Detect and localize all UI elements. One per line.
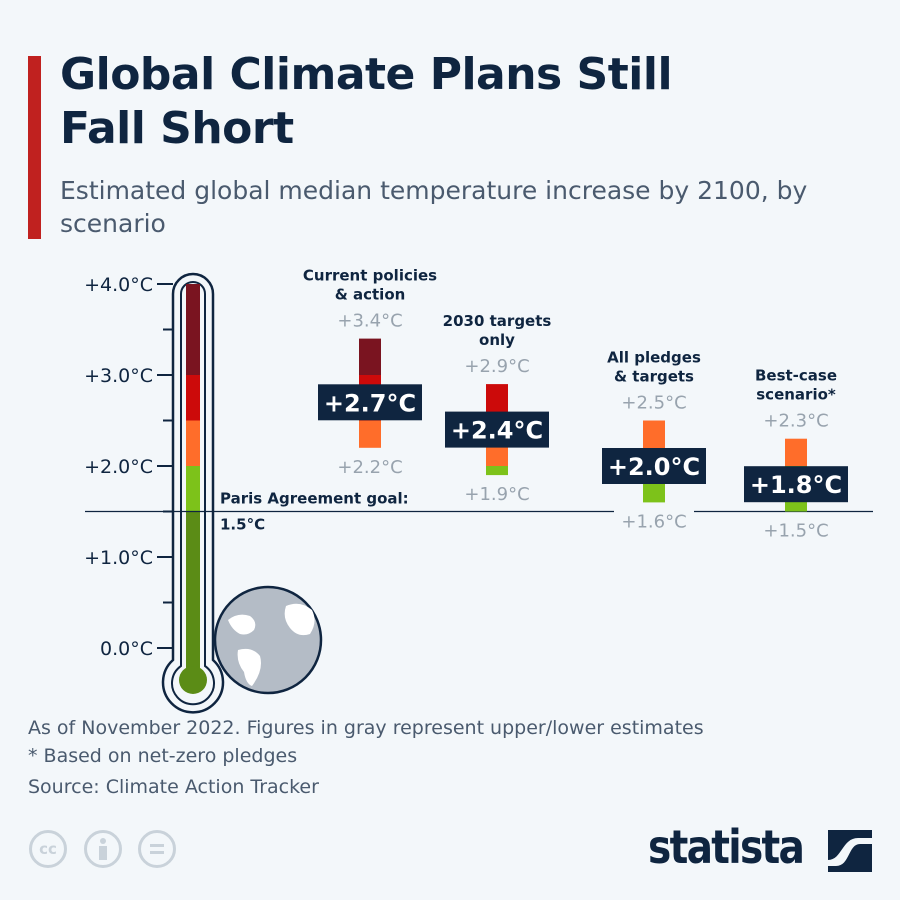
- median-label: +2.7°C: [324, 389, 416, 417]
- thermometer-segment: [186, 284, 200, 375]
- label-bg: [756, 516, 836, 541]
- category-label: All pledges: [607, 349, 701, 367]
- lower-estimate: +1.6°C: [621, 511, 686, 532]
- thermometer-stem: [186, 648, 200, 668]
- label-bg: [614, 507, 694, 532]
- median-box: [445, 411, 549, 448]
- chart-subtitle: Estimated global median temperature incr…: [60, 176, 808, 238]
- source: Source: Climate Action Tracker: [28, 776, 319, 798]
- y-tick-label: 0.0°C: [100, 638, 153, 660]
- y-tick-label: +2.0°C: [84, 456, 153, 478]
- label-bg: [330, 452, 410, 477]
- y-tick-label: +4.0°C: [84, 274, 153, 296]
- range-bar-segment: [785, 438, 807, 466]
- median-box: [602, 448, 706, 484]
- asterisk-note: * Based on net-zero pledges: [28, 745, 298, 767]
- person-icon: [99, 838, 107, 860]
- paris-goal-label: Paris Agreement goal:: [220, 490, 409, 508]
- median-label: +1.8°C: [750, 471, 842, 499]
- lower-estimate: +1.5°C: [763, 521, 828, 542]
- upper-estimate: +2.9°C: [464, 356, 529, 377]
- thermometer-segment: [186, 375, 200, 421]
- median-label: +2.0°C: [608, 453, 700, 481]
- cc-text: cc: [39, 840, 57, 858]
- category-label: 2030 targets: [443, 312, 552, 330]
- range-bar-segment: [359, 338, 381, 375]
- category-label: Current policies: [303, 267, 437, 285]
- category-label: scenario*: [756, 386, 836, 404]
- footnote: As of November 2022. Figures in gray rep…: [28, 717, 704, 739]
- no-derivatives-icon[interactable]: [138, 830, 176, 868]
- category-label: only: [479, 331, 515, 349]
- category-label: & targets: [614, 368, 694, 386]
- accent-bar: [28, 56, 41, 239]
- statista-logo[interactable]: statista: [648, 820, 805, 874]
- median-box: [318, 384, 422, 421]
- upper-estimate: +2.3°C: [763, 411, 828, 432]
- upper-estimate: +2.5°C: [621, 393, 686, 414]
- label-bg: [457, 480, 537, 505]
- paris-goal-value: 1.5°C: [220, 516, 265, 534]
- continents: [228, 603, 315, 686]
- y-tick-label: +3.0°C: [84, 365, 153, 387]
- creative-commons-icon[interactable]: cc: [29, 830, 67, 868]
- thermometer-segment: [186, 420, 200, 466]
- equals-icon: [150, 844, 164, 854]
- lower-estimate: +2.2°C: [337, 457, 402, 478]
- range-bar-segment: [486, 466, 508, 476]
- thermometer-segment: [186, 466, 200, 512]
- range-bar-segment: [359, 420, 381, 448]
- thermometer-top: [186, 285, 200, 292]
- statista-logo-icon: [828, 830, 872, 872]
- median-box: [744, 466, 848, 503]
- y-tick-label: +1.0°C: [84, 547, 153, 569]
- category-label: & action: [335, 286, 406, 304]
- attribution-icon[interactable]: [84, 830, 122, 868]
- globe-icon: [213, 585, 323, 695]
- chart-title: Global Climate Plans Still Fall Short: [60, 49, 673, 154]
- thermometer-segment: [186, 511, 200, 648]
- thermometer-bulb: [179, 666, 207, 694]
- upper-estimate: +3.4°C: [337, 311, 402, 332]
- category-label: Best-case: [755, 367, 837, 385]
- median-label: +2.4°C: [451, 417, 543, 445]
- lower-estimate: +1.9°C: [464, 484, 529, 505]
- range-bar-segment: [486, 384, 508, 421]
